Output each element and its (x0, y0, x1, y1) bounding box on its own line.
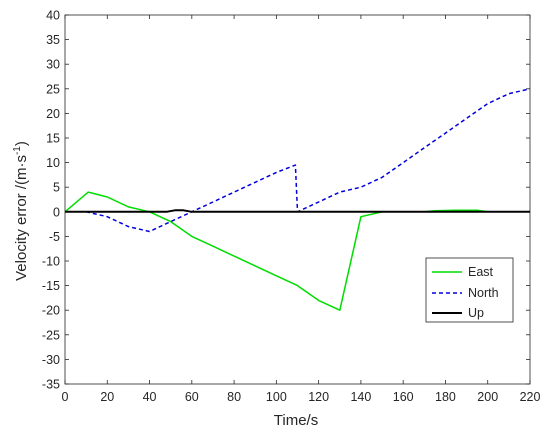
y-tick-label: -10 (42, 255, 60, 269)
y-axis-title-superscript: -1 (12, 146, 23, 155)
series-line-up (65, 209, 530, 213)
plot-frame (64, 14, 531, 385)
y-tick-label: 10 (46, 156, 60, 170)
y-tick-label: 25 (46, 82, 60, 96)
x-tick-label: 100 (266, 390, 287, 404)
x-tick-label: 60 (185, 390, 199, 404)
plot-area-border (64, 14, 531, 385)
y-tick-label: -25 (42, 328, 60, 342)
legend-label-north: North (468, 286, 499, 300)
x-axis-title: Time/s (274, 412, 318, 429)
y-tick-label: 15 (46, 132, 60, 146)
y-tick-label: -5 (49, 230, 60, 244)
y-tick-label: 20 (46, 107, 60, 121)
legend-label-up: Up (468, 306, 484, 320)
x-tick-label: 80 (227, 390, 241, 404)
y-tick-label: -20 (42, 304, 60, 318)
x-tick-label: 120 (308, 390, 329, 404)
legend-box (425, 257, 514, 323)
y-tick-label: -15 (42, 279, 60, 293)
y-axis-title-close: ) (13, 141, 30, 146)
x-tick-label: 140 (350, 390, 371, 404)
series-layer (64, 88, 531, 311)
y-axis-title-main: Velocity error /(m·s (13, 155, 30, 281)
series-line-north (65, 88, 531, 233)
x-tick-label: 40 (143, 390, 157, 404)
x-tick-label: 200 (477, 390, 498, 404)
y-tick-label: 40 (46, 9, 60, 23)
y-tick-label: 5 (53, 181, 60, 195)
x-tick-label: 160 (393, 390, 414, 404)
x-axis-ticks: 0 20 40 60 80 100 120 140 160 180 200 220 (62, 15, 541, 404)
legend-label-east: East (468, 265, 494, 279)
y-tick-label: 30 (46, 58, 60, 72)
y-tick-label: -30 (42, 353, 60, 367)
legend: East North Up (425, 257, 514, 323)
x-tick-label: 220 (520, 390, 541, 404)
y-axis-title: Velocity error /(m·s-1) (12, 141, 30, 281)
y-axis-ticks: -35 -30 -25 -20 -15 -10 -5 0 5 10 15 20 25 30 35 40 (42, 9, 530, 392)
y-tick-label: 0 (53, 205, 60, 219)
y-tick-label: 35 (46, 33, 60, 47)
x-tick-label: 180 (435, 390, 456, 404)
x-tick-label: 20 (100, 390, 114, 404)
y-tick-label: -35 (42, 378, 60, 392)
x-tick-label: 0 (62, 390, 69, 404)
